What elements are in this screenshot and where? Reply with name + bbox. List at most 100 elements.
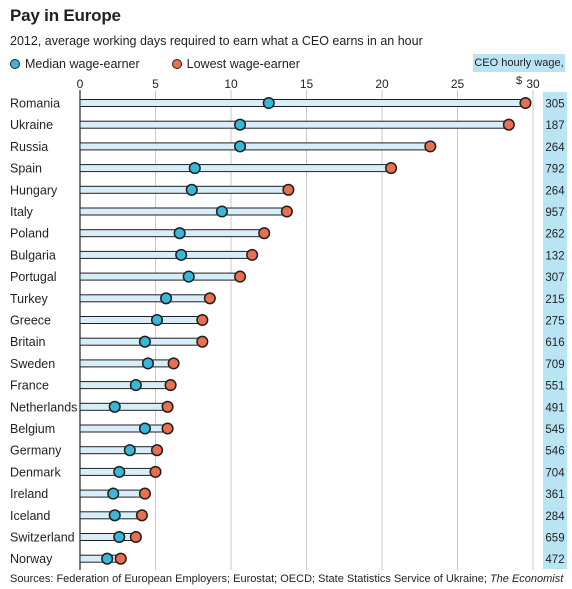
median-dot (138, 335, 151, 348)
ceo-wage-value: 361 (545, 489, 564, 501)
lowest-dot (280, 205, 293, 218)
range-bar (79, 381, 172, 390)
lowest-dot (234, 270, 247, 283)
ceo-wage-value: 264 (545, 142, 565, 154)
country-label: Russia (10, 140, 48, 154)
median-dot (113, 465, 126, 478)
lowest-dot (150, 444, 164, 457)
ceo-wage-value: 545 (545, 424, 564, 436)
median-dot (101, 552, 114, 565)
ceo-wage-value: 275 (545, 316, 564, 328)
country-label: Switzerland (10, 531, 75, 545)
median-dot (108, 509, 121, 522)
country-label: Italy (10, 205, 34, 219)
ceo-wage-value: 551 (545, 381, 564, 393)
ceo-wage-value: 792 (545, 164, 564, 176)
ceo-wage-value: 132 (545, 250, 564, 262)
ceo-wage-value: 704 (545, 467, 565, 479)
median-dot (262, 96, 275, 110)
lowest-dot (138, 487, 151, 500)
median-dot (185, 183, 198, 196)
country-label: Germany (10, 444, 62, 458)
legend-item-lowest: Lowest wage-earner (171, 57, 300, 71)
median-dot (234, 118, 247, 131)
country-label: Britain (10, 335, 45, 349)
ceo-wage-value: 187 (545, 120, 564, 132)
median-dot (182, 270, 195, 283)
ceo-wage-value: 709 (545, 359, 564, 371)
median-dot-icon (10, 59, 20, 69)
ceo-wage-column (543, 92, 567, 569)
median-dot (188, 162, 201, 175)
country-label: Iceland (10, 509, 50, 523)
lowest-dot (385, 162, 398, 175)
ceo-wage-value: 616 (545, 337, 564, 349)
lowest-dot (164, 379, 177, 392)
ceo-wage-value: 262 (545, 229, 564, 241)
median-dot (108, 400, 121, 413)
range-bar (79, 424, 169, 433)
source-text: Sources: Federation of European Employer… (10, 573, 490, 585)
ceo-wage-value: 284 (545, 511, 565, 523)
lowest-dot (282, 183, 295, 196)
country-label: Denmark (10, 465, 61, 479)
ceo-wage-value: 957 (545, 207, 564, 219)
country-label: Hungary (10, 183, 58, 197)
source-publication: The Economist (489, 573, 564, 585)
ceo-wage-value: 305 (545, 99, 564, 111)
lowest-dot (114, 552, 127, 565)
x-tick-label: 0 (77, 77, 84, 91)
ceo-wage-value: 659 (545, 533, 564, 545)
lowest-dot (149, 465, 162, 478)
range-bar (79, 185, 289, 194)
median-dot (234, 140, 247, 153)
lowest-dot-icon (171, 59, 182, 69)
x-tick-label: 20 (375, 77, 389, 91)
country-label: Ireland (10, 487, 48, 501)
ceo-wage-value: 264 (545, 185, 565, 197)
legend: Median wage-earner Lowest wage-earner (10, 57, 332, 71)
median-dot (160, 292, 173, 305)
range-bar (79, 554, 122, 563)
range-bar (79, 316, 203, 324)
range-bar (79, 446, 158, 455)
country-label: Greece (10, 314, 51, 328)
lowest-dot (203, 292, 216, 305)
median-dot (141, 357, 154, 370)
x-tick-label: 10 (224, 77, 238, 91)
ceo-wage-header: CEO hourly wage, $ (473, 54, 565, 87)
range-bar (79, 99, 526, 107)
x-tick-label: 30 (526, 77, 540, 91)
country-label: Spain (10, 162, 42, 176)
range-bar (79, 402, 169, 411)
ceo-wage-value: 491 (545, 402, 564, 414)
chart-subtitle: 2012, average working days required to e… (10, 34, 423, 48)
median-dot (129, 379, 142, 392)
ceo-wage-value: 472 (545, 554, 564, 566)
range-bar (79, 294, 211, 303)
range-bar (79, 533, 137, 541)
lowest-dot (424, 140, 437, 153)
lowest-dot (196, 313, 209, 327)
lowest-dot (502, 118, 515, 131)
lowest-dot (135, 509, 148, 522)
country-label: France (10, 379, 49, 393)
lowest-dot (196, 335, 209, 348)
source-note: Sources: Federation of European Employer… (10, 573, 563, 585)
median-dot (107, 487, 120, 500)
country-label: Sweden (10, 357, 55, 371)
median-dot (173, 227, 186, 240)
x-tick-label: 25 (451, 77, 465, 91)
legend-item-median: Median wage-earner (10, 57, 140, 71)
lowest-dot (161, 422, 174, 435)
range-bar (79, 359, 175, 368)
country-label: Bulgaria (10, 248, 56, 262)
ceo-wage-value: 307 (545, 272, 564, 284)
range-bar (79, 207, 288, 216)
x-tick-label: 5 (152, 77, 159, 91)
country-label: Portugal (10, 270, 57, 284)
range-bar (79, 250, 253, 259)
range-bar (79, 120, 510, 129)
median-dot (175, 248, 188, 261)
